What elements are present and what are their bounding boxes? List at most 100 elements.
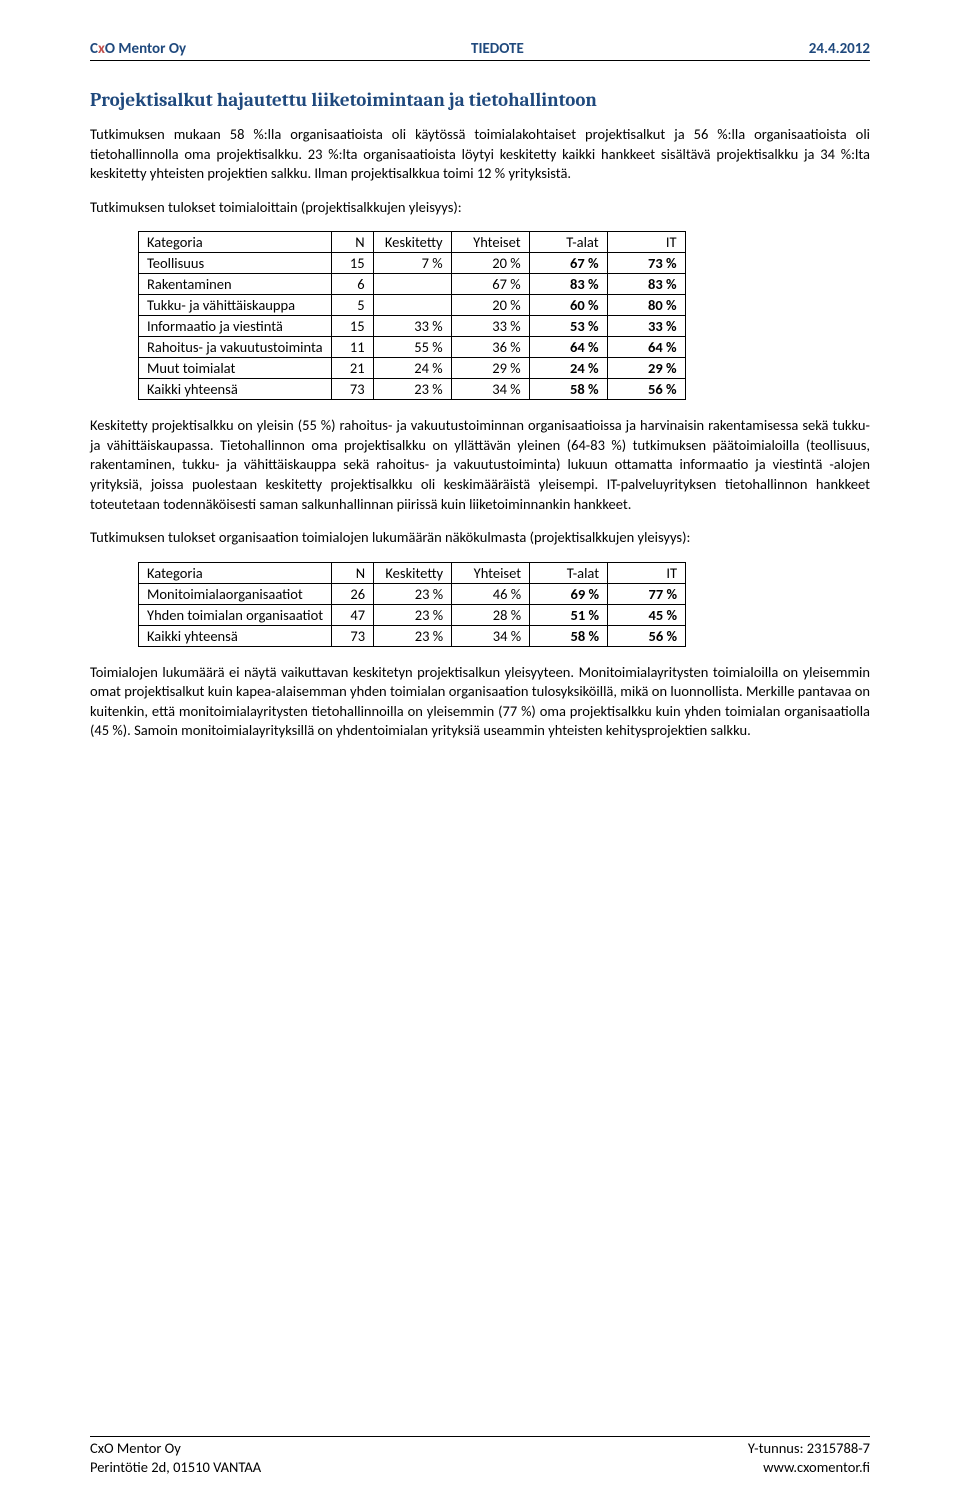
company-x: x	[98, 40, 105, 58]
table-cell: 64 %	[607, 337, 685, 358]
table-cell: Rakentaminen	[139, 274, 332, 295]
footer-company: CxO Mentor Oy	[90, 1439, 181, 1457]
table-cell: 45 %	[608, 604, 686, 625]
table-cell: 21	[331, 358, 373, 379]
table-cell	[373, 295, 451, 316]
table-cell: 69 %	[530, 583, 608, 604]
table-cell: 47	[332, 604, 374, 625]
table-cell: 33 %	[373, 316, 451, 337]
table-cell: 23 %	[374, 583, 452, 604]
footer-left: CxO Mentor Oy Perintötie 2d, 01510 VANTA…	[90, 1439, 261, 1478]
table-row: Kaikki yhteensä7323 %34 %58 %56 %	[139, 625, 686, 646]
table-cell: 23 %	[373, 379, 451, 400]
table-cell: 58 %	[529, 379, 607, 400]
table-cell: Informaatio ja viestintä	[139, 316, 332, 337]
table-row: Kategoria N Keskitetty Yhteiset T-alat I…	[139, 562, 686, 583]
paragraph-table1-lead: Tutkimuksen tulokset toimialoittain (pro…	[90, 198, 870, 218]
table-cell: 11	[331, 337, 373, 358]
paragraph-table2-lead: Tutkimuksen tulokset organisaation toimi…	[90, 528, 870, 548]
table-cell: 23 %	[374, 604, 452, 625]
paragraph-analysis2: Toimialojen lukumäärä ei näytä vaikuttav…	[90, 663, 870, 741]
table-row: Yhden toimialan organisaatiot4723 %28 %5…	[139, 604, 686, 625]
table-cell: 56 %	[608, 625, 686, 646]
table-cell	[373, 274, 451, 295]
table-cell: 33 %	[607, 316, 685, 337]
footer-address: Perintötie 2d, 01510 VANTAA	[90, 1458, 261, 1476]
col-n: N	[332, 562, 374, 583]
col-it: IT	[608, 562, 686, 583]
table-row: Rakentaminen667 %83 %83 %	[139, 274, 686, 295]
section-title: Projektisalkut hajautettu liiketoimintaa…	[90, 89, 870, 111]
page-footer: CxO Mentor Oy Perintötie 2d, 01510 VANTA…	[90, 1436, 870, 1478]
table-cell: 23 %	[374, 625, 452, 646]
table-cell: 6	[331, 274, 373, 295]
table-cell: 20 %	[451, 295, 529, 316]
table-cell: 5	[331, 295, 373, 316]
table-cell: 83 %	[607, 274, 685, 295]
col-it: IT	[607, 232, 685, 253]
table-cell: 73	[332, 625, 374, 646]
footer-ytunnus: Y-tunnus: 2315788-7	[748, 1439, 870, 1457]
table-row: Teollisuus157 %20 %67 %73 %	[139, 253, 686, 274]
table-cell: 73	[331, 379, 373, 400]
col-keskitetty: Keskitetty	[374, 562, 452, 583]
table-cell: 20 %	[451, 253, 529, 274]
table-cell: Kaikki yhteensä	[139, 379, 332, 400]
table-cell: 55 %	[373, 337, 451, 358]
paragraph-analysis1: Keskitetty projektisalkku on yleisin (55…	[90, 416, 870, 514]
table-cell: 77 %	[608, 583, 686, 604]
table-cell: 36 %	[451, 337, 529, 358]
col-keskitetty: Keskitetty	[373, 232, 451, 253]
table-cell: 33 %	[451, 316, 529, 337]
col-kategoria: Kategoria	[139, 562, 332, 583]
table-cell: 67 %	[451, 274, 529, 295]
table-cell: 60 %	[529, 295, 607, 316]
header-center: TIEDOTE	[471, 40, 524, 58]
table-cell: Rahoitus- ja vakuutustoiminta	[139, 337, 332, 358]
table-cell: 67 %	[529, 253, 607, 274]
table-row: Rahoitus- ja vakuutustoiminta1155 %36 %6…	[139, 337, 686, 358]
table-cell: 26	[332, 583, 374, 604]
table-row: Muut toimialat2124 %29 %24 %29 %	[139, 358, 686, 379]
table-cell: 24 %	[529, 358, 607, 379]
company-o: O	[105, 40, 115, 58]
company-rest: Mentor Oy	[115, 40, 186, 58]
table-cell: Yhden toimialan organisaatiot	[139, 604, 332, 625]
table-cell: 34 %	[452, 625, 530, 646]
header-date: 24.4.2012	[809, 40, 870, 58]
table-cell: 28 %	[452, 604, 530, 625]
header-company: CxO Mentor Oy	[90, 40, 186, 58]
paragraph-intro: Tutkimuksen mukaan 58 %:lla organisaatio…	[90, 125, 870, 184]
table-cell: Teollisuus	[139, 253, 332, 274]
footer-right: Y-tunnus: 2315788-7 www.cxomentor.fi	[748, 1439, 870, 1478]
table-cell: 34 %	[451, 379, 529, 400]
table-row: Tukku- ja vähittäiskauppa520 %60 %80 %	[139, 295, 686, 316]
table-row: Monitoimialaorganisaatiot2623 %46 %69 %7…	[139, 583, 686, 604]
table-cell: 7 %	[373, 253, 451, 274]
table-cell: 15	[331, 253, 373, 274]
table-cell: 73 %	[607, 253, 685, 274]
table-cell: 15	[331, 316, 373, 337]
table-toimialoittain: Kategoria N Keskitetty Yhteiset T-alat I…	[138, 231, 686, 400]
table-cell: 51 %	[530, 604, 608, 625]
col-yhteiset: Yhteiset	[451, 232, 529, 253]
table-row: Informaatio ja viestintä1533 %33 %53 %33…	[139, 316, 686, 337]
table-cell: 24 %	[373, 358, 451, 379]
table-cell: Monitoimialaorganisaatiot	[139, 583, 332, 604]
table-cell: Kaikki yhteensä	[139, 625, 332, 646]
table-cell: 56 %	[607, 379, 685, 400]
table-cell: 46 %	[452, 583, 530, 604]
table-row: Kategoria N Keskitetty Yhteiset T-alat I…	[139, 232, 686, 253]
table-cell: 53 %	[529, 316, 607, 337]
table-cell: Tukku- ja vähittäiskauppa	[139, 295, 332, 316]
table-cell: 29 %	[607, 358, 685, 379]
table-cell: 58 %	[530, 625, 608, 646]
table-lukumaara: Kategoria N Keskitetty Yhteiset T-alat I…	[138, 562, 686, 647]
table-cell: 29 %	[451, 358, 529, 379]
company-c: C	[90, 40, 98, 58]
col-talat: T-alat	[530, 562, 608, 583]
table-cell: 83 %	[529, 274, 607, 295]
footer-url: www.cxomentor.fi	[763, 1458, 870, 1476]
table-cell: Muut toimialat	[139, 358, 332, 379]
table-cell: 64 %	[529, 337, 607, 358]
